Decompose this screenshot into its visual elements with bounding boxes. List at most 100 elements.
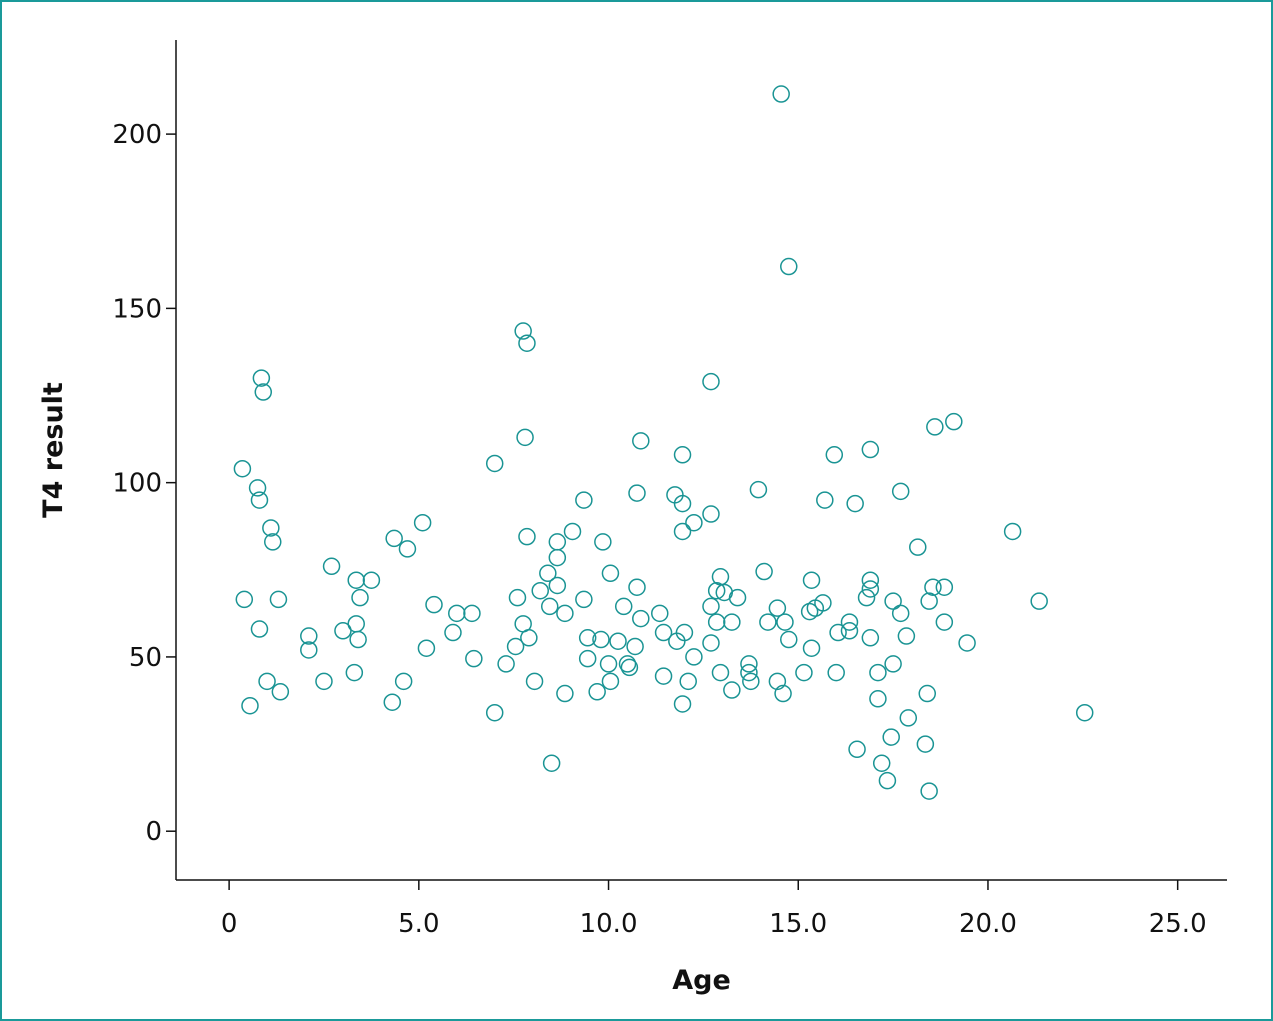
data-point	[516, 428, 534, 447]
data-point	[685, 648, 703, 666]
data-point	[891, 482, 910, 501]
data-point	[759, 613, 777, 631]
data-point	[673, 522, 692, 541]
data-point	[485, 454, 504, 473]
x-axis-title: Age	[672, 965, 731, 996]
data-point	[673, 446, 692, 464]
data-point	[728, 588, 747, 607]
y-ticks: 0 50 100 150 200	[112, 120, 176, 847]
data-point	[618, 655, 637, 673]
data-point	[920, 782, 938, 800]
data-point	[802, 571, 821, 589]
data-point	[548, 533, 567, 551]
data-point	[861, 580, 880, 598]
data-point	[920, 592, 938, 610]
data-point	[394, 672, 413, 691]
data-point	[768, 599, 787, 617]
data-point	[349, 630, 367, 649]
data-point	[816, 491, 834, 509]
data-point	[897, 627, 916, 645]
data-point	[250, 491, 269, 509]
data-point	[924, 578, 942, 596]
data-point	[465, 649, 483, 668]
data-point	[742, 672, 760, 691]
data-point	[548, 548, 567, 567]
data-point	[780, 630, 798, 649]
data-point	[347, 615, 365, 633]
data-point	[413, 513, 432, 532]
data-point	[599, 655, 618, 673]
data-point	[362, 571, 381, 589]
axes	[175, 40, 1227, 881]
data-point	[776, 613, 794, 631]
data-point	[909, 538, 927, 556]
data-point	[385, 529, 403, 548]
data-point	[869, 690, 887, 708]
data-point	[768, 672, 787, 691]
data-point	[506, 637, 525, 656]
data-point	[673, 494, 692, 513]
data-point	[958, 634, 976, 652]
data-point	[628, 484, 646, 502]
data-point	[882, 728, 900, 746]
data-point	[861, 440, 880, 459]
data-point	[444, 623, 462, 642]
data-point	[802, 639, 821, 657]
x-tick-label: 0	[221, 909, 238, 939]
data-point	[918, 684, 937, 703]
data-point	[248, 479, 267, 497]
data-point	[398, 540, 417, 558]
data-point	[347, 571, 365, 589]
data-point	[540, 597, 559, 616]
data-point	[675, 623, 694, 642]
y-tick-label: 200	[112, 120, 162, 150]
data-point	[795, 663, 813, 682]
data-point	[814, 594, 832, 612]
data-point	[884, 655, 902, 673]
data-point	[702, 634, 720, 652]
data-point	[707, 613, 726, 631]
data-point	[869, 663, 887, 682]
data-point	[673, 695, 692, 713]
data-point	[628, 578, 646, 596]
data-point	[264, 533, 282, 551]
data-point	[601, 672, 620, 691]
data-point	[620, 658, 639, 677]
data-point	[723, 613, 741, 631]
data-point	[518, 334, 536, 352]
data-point	[632, 609, 650, 628]
data-point	[417, 639, 436, 657]
data-point	[241, 696, 259, 715]
data-point	[626, 637, 644, 656]
data-point	[556, 684, 574, 703]
data-point	[926, 418, 944, 436]
data-point	[711, 663, 730, 682]
data-point	[723, 681, 741, 699]
data-point	[575, 491, 593, 509]
data-point	[252, 369, 271, 387]
x-tick-label: 5.0	[398, 909, 439, 939]
y-tick-label: 100	[112, 469, 162, 499]
data-point	[300, 641, 318, 659]
data-point	[351, 588, 369, 607]
data-point	[774, 684, 792, 703]
data-point	[497, 655, 515, 673]
data-point	[654, 623, 673, 642]
data-point	[578, 629, 597, 647]
data-point	[878, 771, 897, 790]
data-point	[872, 754, 891, 772]
data-point	[269, 590, 288, 609]
data-point	[463, 604, 481, 623]
data-point	[601, 564, 620, 583]
data-point	[685, 513, 703, 532]
data-point	[848, 740, 866, 759]
data-point	[514, 322, 532, 340]
data-point	[1030, 592, 1048, 610]
data-point	[707, 581, 726, 600]
data-point	[448, 604, 466, 623]
data-point	[345, 663, 364, 682]
x-tick-label: 25.0	[1149, 909, 1207, 939]
data-point	[233, 459, 252, 478]
